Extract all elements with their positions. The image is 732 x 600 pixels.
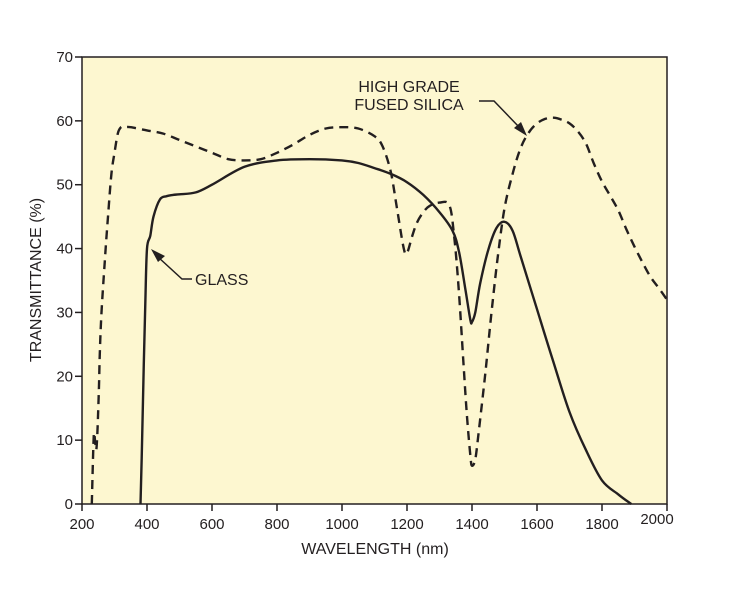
x-tick-label: 2000: [640, 511, 673, 528]
y-tick-label: 10: [56, 432, 73, 449]
glass-annotation-leader: [157, 256, 192, 280]
x-axis-label: WAVELENGTH (nm): [301, 541, 449, 558]
x-tick-label: 200: [69, 516, 94, 533]
silica-annotation-leader: [479, 100, 521, 129]
silica-annotation-arrowhead: [514, 122, 527, 136]
y-tick-label: 0: [65, 496, 73, 513]
annotations: GLASS HIGH GRADE FUSED SILICA: [151, 79, 527, 289]
y-tick-label: 50: [56, 177, 73, 194]
x-tick-label: 800: [264, 516, 289, 533]
silica-annotation-label-line2: FUSED SILICA: [354, 97, 464, 114]
plot-lines: [90, 116, 668, 505]
x-tick-label: 1800: [585, 516, 618, 533]
x-tick-label: 1400: [455, 516, 488, 533]
x-tick-label: 1600: [520, 516, 553, 533]
glass-annotation-arrowhead: [151, 249, 165, 262]
y-tick-label: 40: [56, 241, 73, 258]
y-axis: 0 10 20 30 40 50 60 70: [56, 49, 82, 513]
y-axis-label: TRANSMITTANCE (%): [28, 198, 45, 362]
x-tick-label: 600: [199, 516, 224, 533]
glass-series-line: [139, 158, 633, 505]
y-tick-label: 70: [56, 49, 73, 66]
y-tick-label: 60: [56, 113, 73, 130]
silica-annotation-label-line1: HIGH GRADE: [358, 79, 459, 96]
x-tick-label: 1200: [390, 516, 423, 533]
x-tick-label: 400: [134, 516, 159, 533]
x-tick-label: 1000: [325, 516, 358, 533]
fused-silica-series-line: [90, 116, 668, 505]
glass-annotation-label: GLASS: [195, 272, 248, 289]
x-axis: 200 400 600 800 1000 1200 1400 1600 1800 2000: [69, 504, 674, 533]
y-tick-label: 20: [56, 368, 73, 385]
y-tick-label: 30: [56, 304, 73, 321]
plot-area: [81, 56, 668, 505]
